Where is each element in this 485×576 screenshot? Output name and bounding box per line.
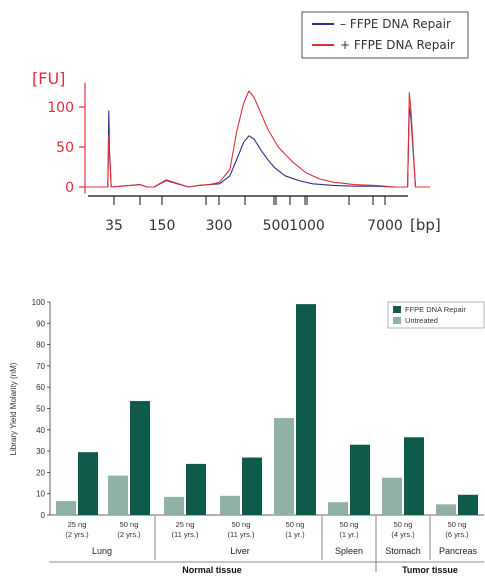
bar-category-age: (11 yrs.) xyxy=(172,530,199,539)
y-tick-label: 0 xyxy=(65,180,74,196)
bar-y-tick-label: 30 xyxy=(36,447,45,456)
group-tumor-tissue: Tumor tissue xyxy=(402,565,458,575)
bar-y-tick-label: 40 xyxy=(36,426,45,435)
x-tick-label: 300 xyxy=(206,218,233,234)
tissue-liver: Liver xyxy=(230,546,250,556)
bar-category-age: (11 yrs.) xyxy=(228,530,255,539)
bar-y-tick-label: 10 xyxy=(36,490,45,499)
bar-legend: FFPE DNA Repair Untreated xyxy=(387,301,485,329)
electropherogram-chart: – FFPE DNA Repair + FFPE DNA Repair [FU]… xyxy=(32,11,469,234)
bar-ffpe-repair xyxy=(78,452,98,515)
bar-category-amount: 25 ng xyxy=(68,520,87,529)
y-tick-label: 50 xyxy=(56,140,74,156)
bar-chart: Library Yield Molarity (nM) FFPE DNA Rep… xyxy=(9,298,485,575)
bar-category-amount: 50 ng xyxy=(232,520,251,529)
series-line-plus-repair xyxy=(85,90,430,188)
y-axis-title: [FU] xyxy=(32,69,65,88)
bar-y-tick-label: 20 xyxy=(36,468,45,477)
legend-swatch-ffpe xyxy=(393,306,401,313)
group-separators xyxy=(49,516,484,572)
bar-untreated xyxy=(220,495,240,515)
plot-lines xyxy=(85,90,430,188)
bar-category-amount: 25 ng xyxy=(176,520,195,529)
bar-category-amount: 50 ng xyxy=(120,520,139,529)
bar-category-age: (6 yrs.) xyxy=(445,530,469,539)
bar-y-axis-title: Library Yield Molarity (nM) xyxy=(9,362,18,455)
x-tick-label: 1000 xyxy=(289,218,325,234)
bar-ffpe-repair xyxy=(242,457,262,515)
y-tick-label: 100 xyxy=(47,100,74,116)
bar-legend-box xyxy=(387,301,485,329)
bar-y-tick-label: 100 xyxy=(32,298,46,307)
tissue-lung: Lung xyxy=(92,546,112,556)
series-line-minus-repair xyxy=(85,106,430,188)
electropherogram-legend: – FFPE DNA Repair + FFPE DNA Repair xyxy=(301,11,469,59)
legend-box xyxy=(301,11,469,59)
x-tick-label: 35 xyxy=(105,218,123,234)
group-normal-tissue: Normal tissue xyxy=(182,565,242,575)
x-axis: 35 150 300 500 1000 7000 xyxy=(88,195,408,234)
bar-y-tick-label: 70 xyxy=(36,362,45,371)
bar-category-amount: 50 ng xyxy=(448,520,467,529)
legend-swatch-untreated xyxy=(393,317,401,324)
bar-y-tick-label: 50 xyxy=(36,405,45,414)
bar-ffpe-repair xyxy=(130,401,150,515)
x-tick-label: 7000 xyxy=(367,218,403,234)
legend-label-ffpe: FFPE DNA Repair xyxy=(405,305,466,314)
bar-category-amount: 50 ng xyxy=(394,520,413,529)
bar-x-labels: 25 ng(2 yrs.)50 ng(2 yrs.)25 ng(11 yrs.)… xyxy=(65,520,469,539)
bar-untreated xyxy=(56,501,76,515)
bar-y-tick-label: 0 xyxy=(41,511,46,520)
bar-ffpe-repair xyxy=(458,494,478,515)
tissue-spleen: Spleen xyxy=(335,546,363,556)
bar-y-tick-label: 60 xyxy=(36,383,45,392)
bar-ffpe-repair xyxy=(186,463,206,515)
x-axis-title: [bp] xyxy=(410,216,441,234)
bar-untreated xyxy=(274,418,294,515)
bar-untreated xyxy=(328,502,348,515)
bar-untreated xyxy=(108,475,128,515)
bar-untreated xyxy=(382,477,402,515)
legend-label-plus: + FFPE DNA Repair xyxy=(340,38,455,52)
bar-category-age: (4 yrs.) xyxy=(391,530,415,539)
bar-category-amount: 50 ng xyxy=(286,520,305,529)
tissue-labels: Lung Liver Spleen Stomach Pancreas xyxy=(92,546,478,556)
bar-y-tick-label: 90 xyxy=(36,319,45,328)
bar-category-amount: 50 ng xyxy=(340,520,359,529)
bar-untreated xyxy=(164,496,184,515)
bar-ffpe-repair xyxy=(296,304,316,515)
bar-category-age: (1 yr.) xyxy=(339,530,359,539)
tissue-pancreas: Pancreas xyxy=(439,546,478,556)
bar-ffpe-repair xyxy=(350,444,370,515)
legend-label-untreated: Untreated xyxy=(405,316,438,325)
bar-category-age: (2 yrs.) xyxy=(65,530,89,539)
bar-untreated xyxy=(436,504,456,515)
bar-y-tick-label: 80 xyxy=(36,341,45,350)
y-axis: 0 50 100 xyxy=(47,83,86,196)
bar-ffpe-repair xyxy=(404,437,424,515)
bar-category-age: (2 yrs.) xyxy=(117,530,141,539)
x-tick-label: 150 xyxy=(149,218,176,234)
legend-label-minus: – FFPE DNA Repair xyxy=(340,17,451,31)
bars xyxy=(56,304,478,515)
x-tick-label: 500 xyxy=(263,218,290,234)
bar-category-age: (1 yr.) xyxy=(285,530,305,539)
tissue-stomach: Stomach xyxy=(385,546,421,556)
